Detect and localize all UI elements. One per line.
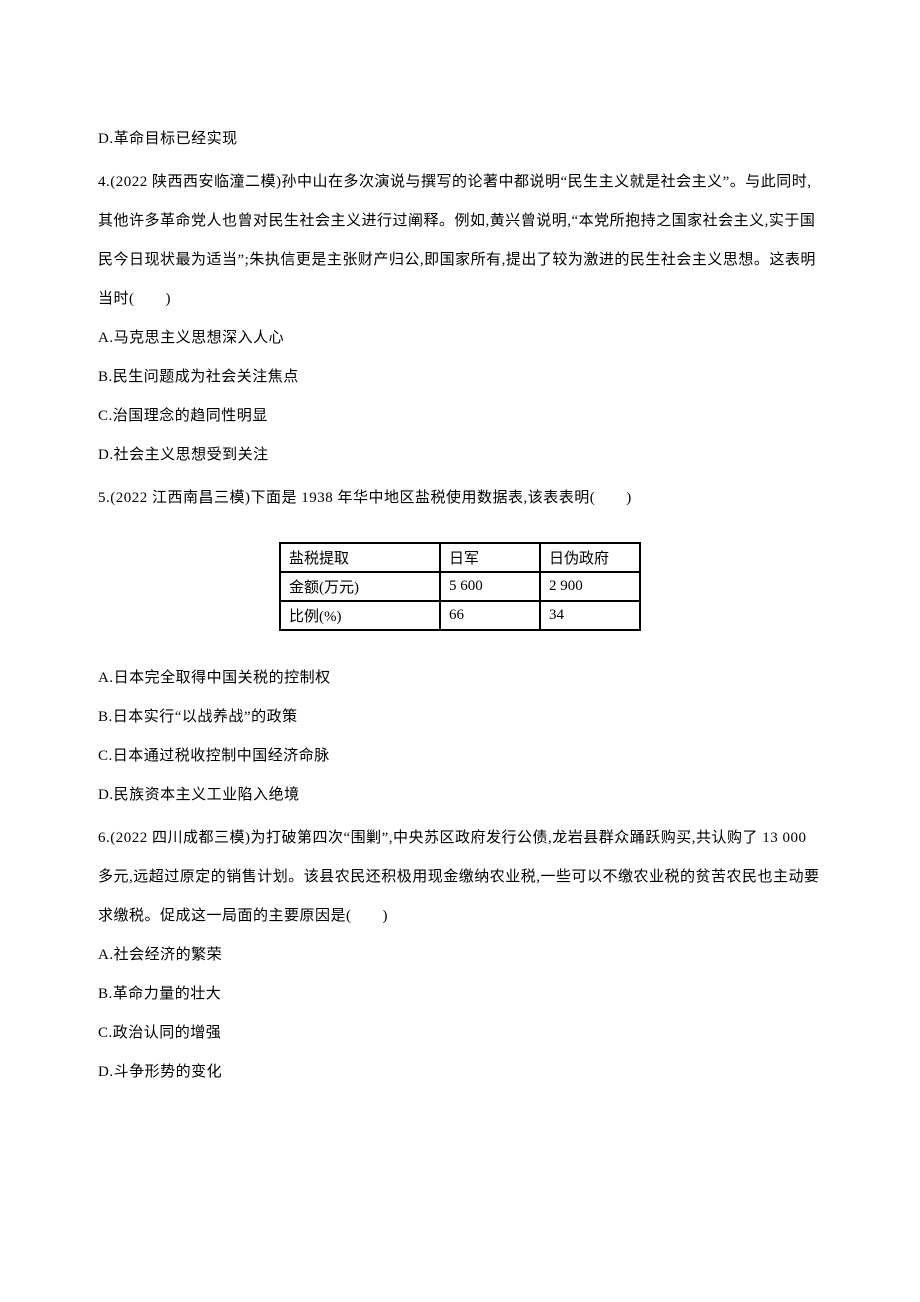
table-cell: 日伪政府 <box>540 543 640 572</box>
table-cell: 66 <box>440 601 540 630</box>
option-c: C.政治认同的增强 <box>98 1014 822 1053</box>
question-3-fragment: D.革命目标已经实现 <box>98 120 822 159</box>
table-row: 盐税提取 日军 日伪政府 <box>280 543 640 572</box>
question-stem: 4.(2022 陕西西安临潼二模)孙中山在多次演说与撰写的论著中都说明“民生主义… <box>98 163 822 319</box>
option-d: D.社会主义思想受到关注 <box>98 436 822 475</box>
table-cell: 5 600 <box>440 572 540 601</box>
option-b: B.革命力量的壮大 <box>98 975 822 1014</box>
option-c: C.日本通过税收控制中国经济命脉 <box>98 737 822 776</box>
question-4: 4.(2022 陕西西安临潼二模)孙中山在多次演说与撰写的论著中都说明“民生主义… <box>98 163 822 475</box>
question-stem: 6.(2022 四川成都三模)为打破第四次“围剿”,中央苏区政府发行公债,龙岩县… <box>98 819 822 936</box>
question-stem: 5.(2022 江西南昌三模)下面是 1938 年华中地区盐税使用数据表,该表表… <box>98 479 822 518</box>
option-d: D.斗争形势的变化 <box>98 1053 822 1092</box>
option-a: A.社会经济的繁荣 <box>98 936 822 975</box>
option-b: B.日本实行“以战养战”的政策 <box>98 698 822 737</box>
option-b: B.民生问题成为社会关注焦点 <box>98 358 822 397</box>
table-row: 金额(万元) 5 600 2 900 <box>280 572 640 601</box>
table-cell: 2 900 <box>540 572 640 601</box>
table-cell: 盐税提取 <box>280 543 440 572</box>
salt-tax-table: 盐税提取 日军 日伪政府 金额(万元) 5 600 2 900 比例(%) 66… <box>279 542 641 631</box>
option-c: C.治国理念的趋同性明显 <box>98 397 822 436</box>
option-a: A.日本完全取得中国关税的控制权 <box>98 659 822 698</box>
option-a: A.马克思主义思想深入人心 <box>98 319 822 358</box>
question-6: 6.(2022 四川成都三模)为打破第四次“围剿”,中央苏区政府发行公债,龙岩县… <box>98 819 822 1092</box>
question-5: 5.(2022 江西南昌三模)下面是 1938 年华中地区盐税使用数据表,该表表… <box>98 479 822 815</box>
table-cell: 比例(%) <box>280 601 440 630</box>
option-d: D.民族资本主义工业陷入绝境 <box>98 776 822 815</box>
table-row: 比例(%) 66 34 <box>280 601 640 630</box>
table-cell: 日军 <box>440 543 540 572</box>
option-d: D.革命目标已经实现 <box>98 120 822 159</box>
table-cell: 34 <box>540 601 640 630</box>
table-cell: 金额(万元) <box>280 572 440 601</box>
